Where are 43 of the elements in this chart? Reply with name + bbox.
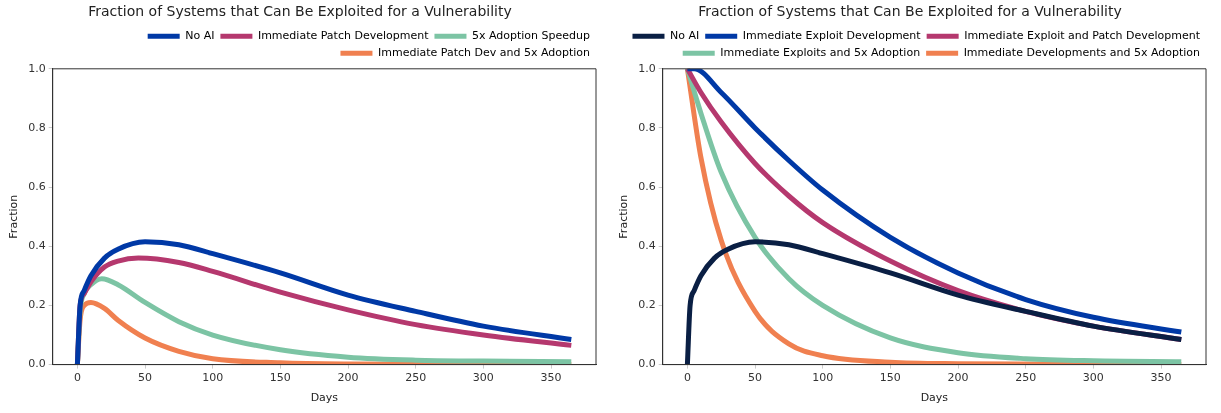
legend-label: Immediate Patch Development [257,29,430,43]
y-axis-title: Fraction [7,194,21,239]
x-tick-label: 250 [1015,371,1037,385]
y-tick-label: 0.6 [28,179,46,193]
x-tick-label: 50 [138,371,153,385]
legend-label: Immediate Exploit and Patch Development [964,29,1201,43]
x-tick-label: 350 [1150,371,1172,385]
x-axis-title: Days [920,391,949,405]
x-tick-label: 250 [405,371,427,385]
legend-label: Immediate Developments and 5x Adoption [963,46,1201,60]
y-tick-label: 0.2 [638,298,656,312]
x-tick-label: 300 [1082,371,1104,385]
x-axis-title: Days [310,391,339,405]
legend-label: Immediate Exploits and 5x Adoption [720,46,921,60]
y-tick-label: 0.4 [638,239,656,253]
y-tick-label: 0.0 [28,357,46,371]
x-tick-label: 0 [683,371,691,385]
x-tick-label: 300 [472,371,494,385]
x-tick-label: 200 [337,371,359,385]
x-tick-label: 200 [947,371,969,385]
x-tick-label: 50 [748,371,763,385]
x-tick-label: 0 [73,371,81,385]
y-axis-title: Fraction [617,194,631,239]
legend-label: No AI [669,29,700,43]
y-tick-label: 0.2 [28,298,46,312]
x-tick-label: 100 [202,371,224,385]
y-tick-label: 1.0 [638,61,656,75]
x-tick-label: 150 [269,371,291,385]
x-tick-label: 150 [879,371,901,385]
x-tick-label: 100 [812,371,834,385]
y-tick-label: 0.0 [638,357,656,371]
y-tick-label: 0.4 [28,239,46,253]
legend-label: Immediate Exploit Development [742,29,922,43]
y-tick-label: 0.8 [638,120,656,134]
legend-label: Immediate Patch Dev and 5x Adoption [377,46,591,60]
x-tick-label: 350 [540,371,562,385]
legend-label: No AI [185,29,215,43]
y-tick-label: 1.0 [28,61,46,75]
y-tick-label: 0.8 [28,120,46,134]
chart-title: Fraction of Systems that Can Be Exploited for a Vulnerability [88,3,512,20]
legend-label: 5x Adoption Speedup [471,29,591,43]
y-tick-label: 0.6 [638,179,656,193]
chart-title: Fraction of Systems that Can Be Exploited for a Vulnerability [698,3,1122,20]
